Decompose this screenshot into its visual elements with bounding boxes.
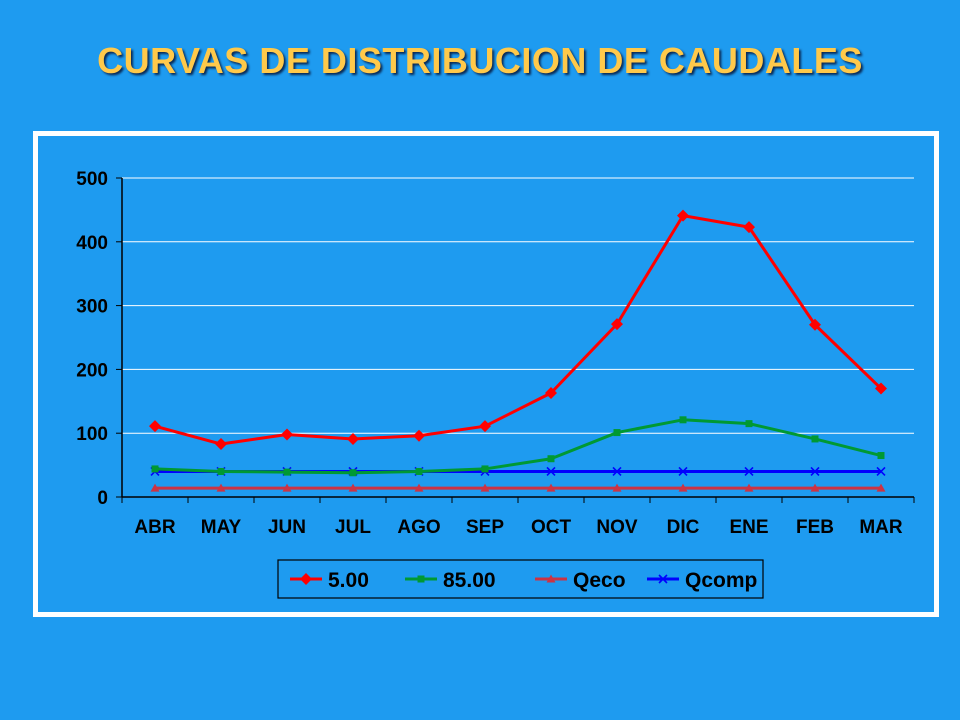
data-point-mar	[877, 452, 885, 460]
data-point-nov	[612, 466, 622, 477]
data-point-may	[216, 483, 226, 492]
x-tick-label-mar: MAR	[859, 517, 903, 538]
legend-box	[277, 559, 764, 599]
series-line	[154, 214, 883, 446]
legend-marker	[300, 573, 312, 585]
data-point-feb	[809, 318, 821, 331]
data-point-feb	[811, 435, 819, 443]
data-point-jul	[348, 483, 358, 492]
data-point-ago	[413, 429, 425, 442]
data-point-ene	[744, 483, 754, 492]
data-point-feb	[810, 466, 820, 477]
series-5-00	[149, 209, 887, 451]
y-tick-label: 500	[76, 169, 108, 190]
x-tick-label-ago: AGO	[397, 517, 440, 538]
series-85-00	[151, 416, 885, 477]
series-line	[154, 418, 882, 475]
legend-label: Qeco	[573, 569, 626, 592]
legend-label: 5.00	[328, 569, 369, 592]
y-tick-label: 400	[76, 233, 108, 254]
data-point-ene	[745, 420, 753, 428]
series-qeco	[150, 483, 886, 492]
x-tick-label-oct: OCT	[531, 517, 572, 538]
axes: 0 100 200 300 400 500 ABR MAY JUN JUL AGO SEP OCT NOV…	[76, 169, 915, 538]
legend-marker	[546, 574, 556, 583]
data-point-nov	[613, 429, 621, 437]
legend-marker	[658, 574, 668, 584]
data-point-oct	[546, 483, 556, 492]
data-point-nov	[612, 483, 622, 492]
data-point-jul	[349, 469, 357, 477]
data-point-abr	[151, 465, 159, 473]
data-point-mar	[875, 382, 887, 395]
data-point-mar	[876, 483, 886, 492]
x-tick-label-may: MAY	[201, 517, 242, 538]
series-lines	[149, 209, 887, 492]
legend-marker	[417, 575, 425, 583]
y-tick-label: 0	[97, 488, 108, 509]
data-point-sep	[479, 420, 491, 433]
data-point-jul	[347, 432, 359, 445]
x-tick-label-feb: FEB	[796, 517, 834, 538]
data-point-abr	[150, 483, 160, 492]
data-point-oct	[545, 387, 557, 400]
legend-item: 85.00	[405, 569, 496, 592]
gridlines	[122, 177, 914, 434]
line-chart: 0 100 200 300 400 500 ABR MAY JUN JUL AGO SEP OCT NOV…	[76, 169, 915, 599]
y-tick-label: 100	[76, 424, 108, 445]
data-point-ago	[414, 483, 424, 492]
y-tick-label: 200	[76, 360, 108, 381]
data-point-abr	[149, 420, 161, 433]
x-tick-label-ene: ENE	[729, 517, 768, 538]
data-point-sep	[480, 483, 490, 492]
legend-item: 5.00	[290, 569, 369, 592]
data-point-oct	[547, 455, 555, 463]
data-point-may	[217, 467, 225, 475]
data-point-jun	[281, 428, 293, 441]
data-point-nov	[611, 318, 623, 331]
data-point-dic	[678, 466, 688, 477]
legend-item: Qeco	[535, 569, 626, 592]
x-tick-label-abr: ABR	[134, 517, 175, 538]
chart-frame: 0 100 200 300 400 500 ABR MAY JUN JUL AGO SEP OCT NOV…	[33, 131, 939, 617]
data-point-dic	[677, 209, 689, 222]
legend-item: Qcomp	[647, 569, 757, 592]
x-tick-label-jul: JUL	[335, 517, 371, 538]
data-point-dic	[678, 483, 688, 492]
x-tick-label-sep: SEP	[466, 517, 504, 538]
data-point-mar	[876, 466, 886, 477]
data-point-ene	[743, 221, 755, 234]
data-point-jun	[283, 468, 291, 476]
legend: 5.00 85.00 Qeco Qcomp	[277, 559, 764, 599]
x-tick-label-dic: DIC	[667, 517, 700, 538]
data-point-ene	[744, 466, 754, 477]
legend-label: 85.00	[443, 569, 496, 592]
x-tick-label-nov: NOV	[596, 517, 638, 538]
y-tick-label: 300	[76, 297, 108, 318]
x-tick-label-jun: JUN	[268, 517, 306, 538]
data-point-ago	[415, 467, 423, 475]
legend-label: Qcomp	[685, 569, 757, 592]
data-point-feb	[810, 483, 820, 492]
data-point-oct	[546, 466, 556, 477]
data-point-dic	[679, 416, 687, 424]
data-point-sep	[481, 465, 489, 473]
slide-title: CURVAS DE DISTRIBUCION DE CAUDALES	[97, 40, 863, 81]
data-point-may	[215, 438, 227, 451]
data-point-jun	[282, 483, 292, 492]
